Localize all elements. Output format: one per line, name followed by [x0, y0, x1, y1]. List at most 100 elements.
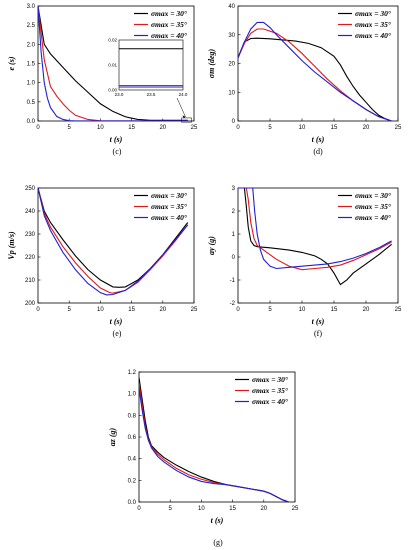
chart-d-ylabel: σm (deg): [207, 48, 216, 78]
chart-c-xtick-label: 5: [68, 125, 72, 131]
chart-c: 0 5 10 15 20 25 0.0 0.5 1.0 1.5 2.0 2.5 3.0 t (s) e (s…: [7, 4, 198, 156]
chart-c-series-line: [38, 6, 188, 121]
chart-c-ytick-label: 3.0: [27, 4, 36, 10]
chart-e-ytick-label: 240: [25, 209, 36, 215]
chart-d-xtick-label: 15: [331, 125, 338, 131]
chart-f-frame: [237, 187, 399, 304]
chart-f-ytick-label: -1: [230, 278, 236, 284]
chart-d-series-line: [238, 28, 392, 121]
chart-f-ytick-label: 3: [232, 186, 236, 192]
chart-d-legend-label: σmax = 40°: [355, 31, 391, 40]
chart-d-xtick-label: 0: [236, 125, 240, 131]
chart-g-ylabel: az (g): [108, 427, 117, 446]
chart-e-legend-label: σmax = 40°: [151, 213, 187, 222]
chart-g-legend-label: σmax = 35°: [252, 386, 288, 395]
chart-c-ytick-label: 0.5: [27, 100, 36, 106]
chart-c-xtick-label: 15: [128, 125, 135, 131]
chart-d-ytick-label: 0: [232, 119, 236, 125]
chart-g-xtick-label: 0: [137, 506, 141, 512]
chart-e-frame: [37, 187, 195, 304]
chart-f-series-line: [238, 188, 392, 270]
chart-d-legend-label: σmax = 30°: [355, 9, 391, 18]
chart-g-ytick-label: 1.0: [128, 392, 137, 398]
chart-e-ytick-label: 220: [25, 255, 36, 261]
chart-c-ytick-label: 2.5: [27, 23, 36, 29]
chart-e-legend-label: σmax = 35°: [151, 202, 187, 211]
chart-e-series-line: [38, 188, 189, 294]
chart-e-legend-label: σmax = 30°: [151, 191, 187, 200]
chart-c-inset-xtick-label: 23.0: [115, 92, 124, 97]
chart-f-legend-label: σmax = 35°: [355, 202, 391, 211]
chart-g-xtick-label: 5: [169, 506, 173, 512]
chart-d-xtick-label: 5: [268, 125, 272, 131]
chart-d-xtick-label: 25: [395, 125, 402, 131]
chart-f-caption: (f): [314, 329, 322, 338]
chart-c-inset-ytick-label: 0.01: [108, 63, 117, 68]
chart-f-legend-label: σmax = 30°: [355, 191, 391, 200]
chart-c-inset-xtick-label: 24.0: [179, 92, 188, 97]
chart-e-xtick-label: 0: [36, 307, 40, 313]
chart-e: 0 5 10 15 20 25 200 210 220 230 240 250 t (s) Vp (m/s…: [7, 186, 198, 338]
chart-d-xlabel: t (s): [312, 135, 325, 144]
chart-g: 0 5 10 15 20 25 0.0 0.2 0.4 0.6 0.8 1.0 1.2 t (s) az (…: [108, 370, 299, 547]
chart-c-series-line: [38, 6, 188, 121]
chart-g-ytick-label: 1.2: [128, 370, 137, 376]
chart-c-ytick-label: 2.0: [27, 42, 36, 48]
chart-e-series-line: [38, 188, 189, 296]
chart-f-ytick-label: 1: [232, 232, 236, 238]
chart-f-xtick-label: 20: [363, 307, 370, 313]
chart-d-ytick-label: 30: [228, 33, 235, 39]
chart-e-xtick-label: 15: [128, 307, 135, 313]
chart-g-legend-label: σmax = 30°: [252, 375, 288, 384]
chart-g-series-line: [139, 388, 289, 502]
chart-f-xtick-label: 0: [236, 307, 240, 313]
chart-f-ylabel: ay (g): [207, 236, 216, 255]
chart-c-legend-label: σmax = 30°: [151, 9, 187, 18]
chart-d: 0 5 10 15 20 25 0 10 20 30 40 t (s) σm (deg) σmax = 3…: [207, 4, 402, 156]
chart-d-ytick-label: 40: [228, 4, 235, 10]
chart-f-series-line: [238, 188, 392, 286]
chart-c-xtick-label: 20: [159, 125, 166, 131]
chart-g-ytick-label: 0.2: [128, 478, 137, 484]
chart-c-caption: (c): [113, 147, 122, 156]
chart-g-xtick-label: 10: [198, 506, 205, 512]
chart-c-inset-frame: [118, 39, 184, 91]
chart-c-xtick-label: 0: [36, 125, 40, 131]
chart-f-xtick-label: 10: [299, 307, 306, 313]
chart-e-ytick-label: 250: [25, 186, 36, 192]
chart-f-ytick-label: 0: [232, 255, 236, 261]
chart-f: 0 5 10 15 20 25 -2 -1 0 1 2 3 t (s) ay (g) σmax = 30° σ…: [207, 186, 402, 338]
chart-e-xlabel: t (s): [110, 317, 123, 326]
chart-d-caption: (d): [313, 147, 323, 156]
chart-e-xtick-label: 20: [159, 307, 166, 313]
chart-c-ytick-label: 0.0: [27, 119, 36, 125]
chart-c-xlabel: t (s): [110, 135, 123, 144]
chart-g-xtick-label: 15: [229, 506, 236, 512]
chart-d-legend-label: σmax = 35°: [355, 20, 391, 29]
chart-g-legend-label: σmax = 40°: [252, 397, 288, 406]
chart-g-ytick-label: 0.8: [128, 413, 137, 419]
chart-e-xtick-label: 5: [68, 307, 72, 313]
chart-c-inset-ytick-label: 0.02: [108, 38, 117, 43]
chart-g-caption: (g): [213, 538, 223, 547]
chart-d-series-line: [238, 21, 392, 121]
chart-f-legend-label: σmax = 40°: [355, 213, 391, 222]
chart-c-ytick-label: 1.0: [27, 81, 36, 87]
chart-e-xtick-label: 25: [191, 307, 198, 313]
chart-d-ytick-label: 10: [228, 90, 235, 96]
chart-f-xtick-label: 5: [268, 307, 272, 313]
chart-f-ytick-label: -2: [230, 301, 236, 307]
chart-c-legend-label: σmax = 40°: [151, 31, 187, 40]
chart-g-xlabel: t (s): [211, 516, 224, 525]
chart-e-ytick-label: 200: [25, 301, 36, 307]
chart-f-series-line: [238, 188, 392, 271]
chart-c-ylabel: e (s): [7, 56, 16, 70]
chart-e-ylabel: Vp (m/s): [7, 231, 16, 260]
chart-c-xtick-label: 10: [97, 125, 104, 131]
chart-f-xlabel: t (s): [312, 317, 325, 326]
chart-g-ytick-label: 0.4: [128, 457, 137, 463]
chart-c-xtick-label: 25: [191, 125, 198, 131]
chart-e-caption: (e): [113, 329, 122, 338]
chart-d-xtick-label: 10: [299, 125, 306, 131]
